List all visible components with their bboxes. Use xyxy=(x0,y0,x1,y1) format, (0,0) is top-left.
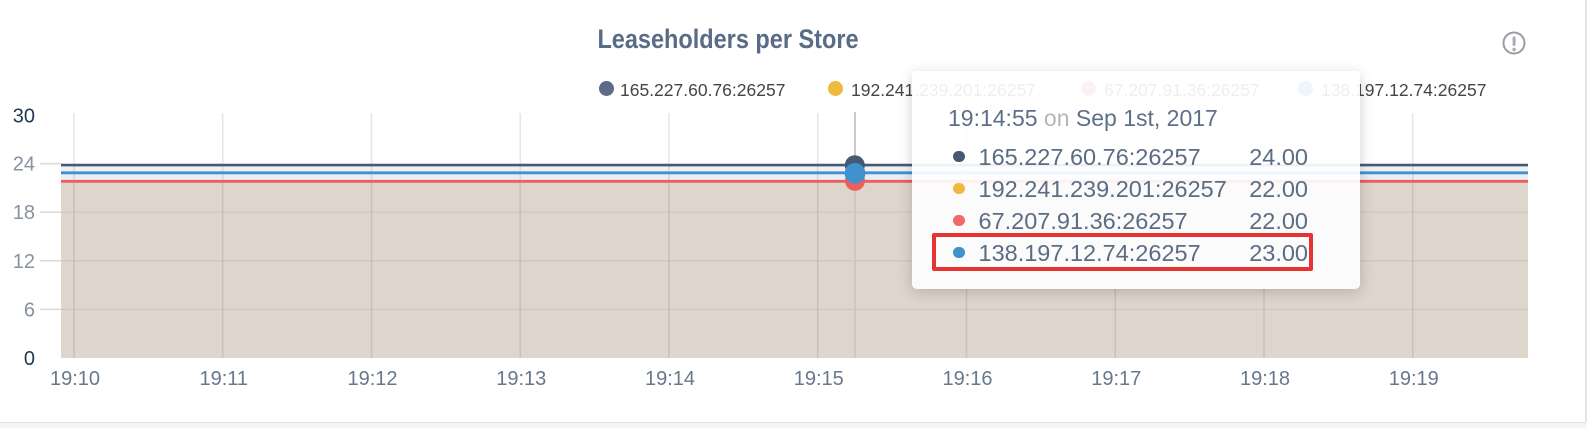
svg-text:19:15: 19:15 xyxy=(794,368,844,390)
svg-text:19:19: 19:19 xyxy=(1389,368,1439,390)
svg-text:0: 0 xyxy=(24,348,35,370)
svg-text:19:17: 19:17 xyxy=(1091,368,1141,390)
svg-text:24: 24 xyxy=(13,154,35,176)
svg-text:19:12: 19:12 xyxy=(347,368,397,390)
svg-text:19:13: 19:13 xyxy=(496,368,546,390)
svg-text:19:16: 19:16 xyxy=(942,368,992,390)
svg-text:18: 18 xyxy=(13,202,35,224)
svg-text:19:18: 19:18 xyxy=(1240,368,1290,390)
svg-text:19:11: 19:11 xyxy=(199,368,248,390)
svg-text:30: 30 xyxy=(13,105,35,127)
svg-text:19:10: 19:10 xyxy=(50,368,100,390)
svg-text:6: 6 xyxy=(24,299,35,321)
svg-text:12: 12 xyxy=(13,251,35,273)
svg-text:19:14: 19:14 xyxy=(645,368,695,390)
